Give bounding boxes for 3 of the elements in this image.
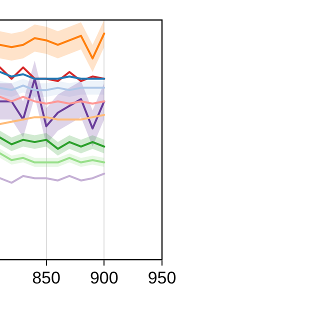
x-tick-label: 850 — [32, 268, 60, 288]
x-tick-label: 900 — [90, 268, 118, 288]
x-tick-label: 950 — [148, 268, 176, 288]
